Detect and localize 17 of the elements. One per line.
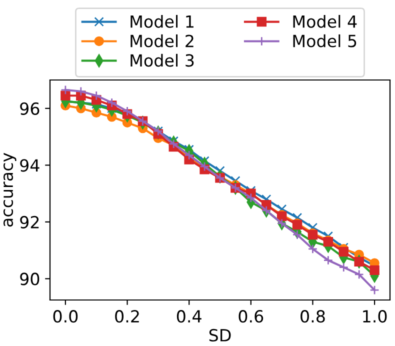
legend-label: Model 3 bbox=[130, 54, 194, 67]
y-tick-label: 96 bbox=[20, 102, 40, 115]
x-tick-label: 0.2 bbox=[115, 310, 139, 323]
y-tick-label: 90 bbox=[20, 272, 40, 286]
legend-label: Model 1 bbox=[130, 14, 194, 28]
y-axis-title: accuracy bbox=[3, 152, 16, 227]
legend-label: Model 2 bbox=[130, 34, 194, 48]
x-tick-label: 0.0 bbox=[53, 310, 78, 323]
legend-label: Model 4 bbox=[293, 14, 357, 28]
legend-label: Model 5 bbox=[293, 34, 356, 48]
y-tick-label: 92 bbox=[20, 216, 39, 229]
x-tick-label: 0.6 bbox=[238, 310, 264, 323]
y-tick-label: 94 bbox=[20, 159, 40, 172]
x-tick-label: 0.4 bbox=[176, 310, 202, 323]
x-tick-label: 1.0 bbox=[363, 310, 387, 323]
x-tick-label: 0.8 bbox=[300, 310, 325, 323]
x-axis-title: SD bbox=[209, 328, 231, 342]
